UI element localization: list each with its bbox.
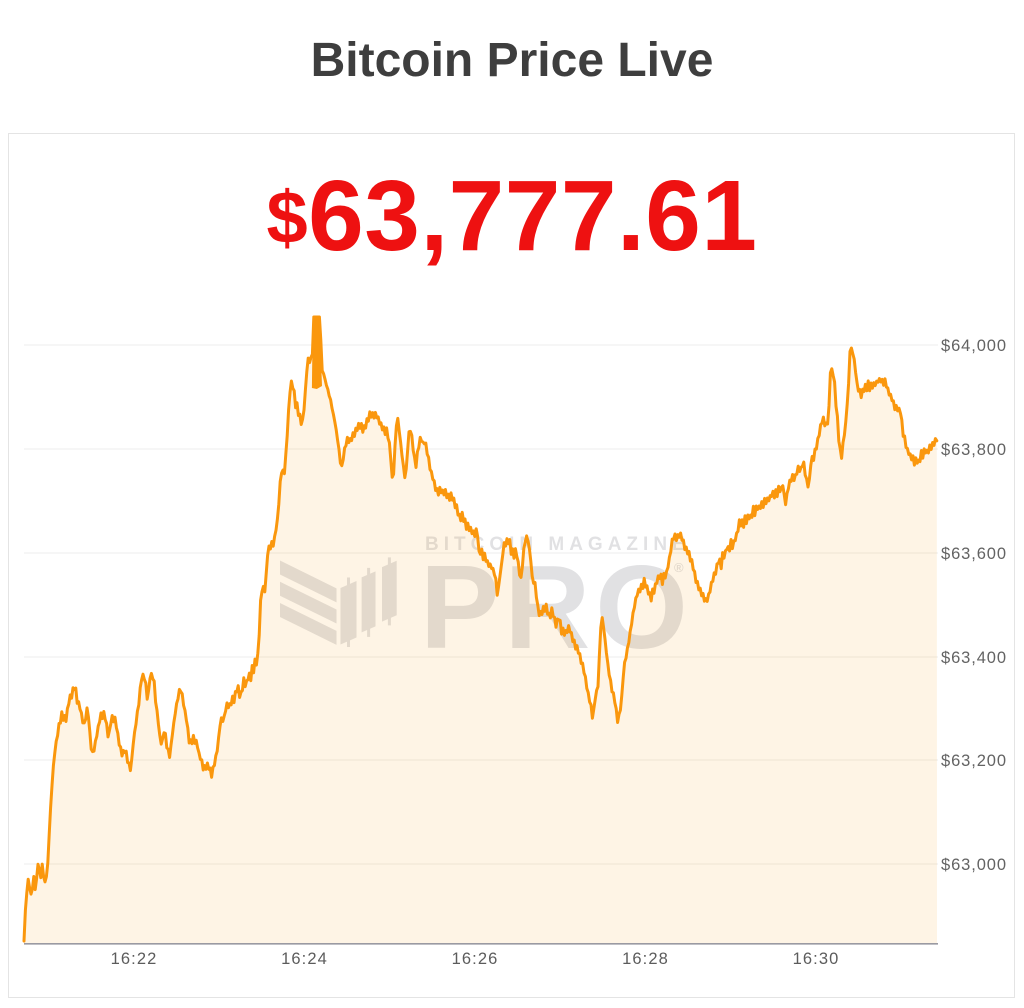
- svg-text:$63,200: $63,200: [941, 752, 1007, 770]
- svg-text:®: ®: [674, 560, 684, 575]
- svg-text:BITCOIN MAGAZINE: BITCOIN MAGAZINE: [425, 534, 690, 555]
- svg-text:$63,600: $63,600: [941, 545, 1007, 563]
- svg-text:16:26: 16:26: [452, 950, 499, 968]
- svg-text:16:24: 16:24: [281, 950, 328, 968]
- svg-text:PRO: PRO: [420, 541, 693, 674]
- svg-text:$63,800: $63,800: [941, 441, 1007, 459]
- svg-text:$63,400: $63,400: [941, 649, 1007, 667]
- svg-text:$63,000: $63,000: [941, 856, 1007, 874]
- svg-text:16:28: 16:28: [622, 950, 669, 968]
- svg-text:$64,000: $64,000: [941, 337, 1007, 355]
- svg-text:16:22: 16:22: [111, 950, 158, 968]
- svg-text:16:30: 16:30: [793, 950, 840, 968]
